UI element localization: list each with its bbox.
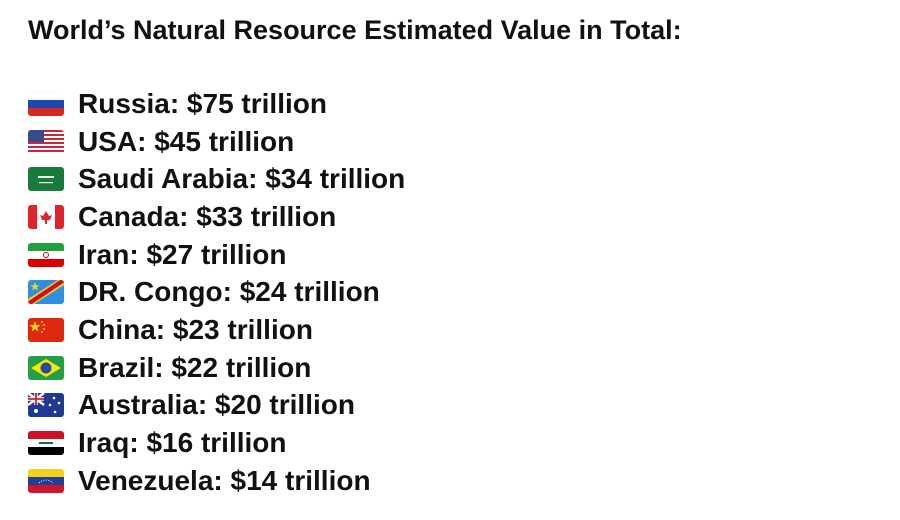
list-item: Canada: $33 trillion bbox=[28, 198, 405, 236]
flag-icon bbox=[28, 355, 64, 380]
item-text: Canada: $33 trillion bbox=[78, 200, 337, 232]
flag-icon bbox=[28, 204, 64, 229]
item-text: Australia: $20 trillion bbox=[78, 389, 355, 421]
list-item: Venezuela: $14 trillion bbox=[28, 462, 405, 500]
list-item: Australia: $20 trillion bbox=[28, 387, 405, 425]
list-item: Russia: $75 trillion bbox=[28, 85, 405, 123]
list-item: DR. Congo: $24 trillion bbox=[28, 273, 405, 311]
list-item: Iraq: $16 trillion bbox=[28, 424, 405, 462]
item-text: Russia: $75 trillion bbox=[78, 87, 327, 119]
flag-icon bbox=[28, 431, 64, 456]
list-item: Saudi Arabia: $34 trillion bbox=[28, 160, 405, 198]
list-item: Iran: $27 trillion bbox=[28, 236, 405, 274]
item-text: Brazil: $22 trillion bbox=[78, 351, 312, 383]
flag-icon bbox=[28, 91, 64, 116]
item-text: Iran: $27 trillion bbox=[78, 238, 287, 270]
title: World’s Natural Resource Estimated Value… bbox=[28, 15, 682, 45]
flag-icon bbox=[28, 167, 64, 192]
flag-icon bbox=[28, 317, 64, 342]
flag-icon bbox=[28, 242, 64, 267]
list-item: China: $23 trillion bbox=[28, 311, 405, 349]
flag-icon bbox=[28, 393, 64, 418]
list-item: USA: $45 trillion bbox=[28, 123, 405, 161]
item-text: China: $23 trillion bbox=[78, 313, 313, 345]
item-text: Venezuela: $14 trillion bbox=[78, 464, 371, 496]
item-text: Saudi Arabia: $34 trillion bbox=[78, 163, 406, 195]
resource-list: Russia: $75 trillion USA: $45 trillion S… bbox=[28, 85, 405, 500]
item-text: USA: $45 trillion bbox=[78, 125, 295, 157]
item-text: Iraq: $16 trillion bbox=[78, 427, 287, 459]
list-item: Brazil: $22 trillion bbox=[28, 349, 405, 387]
flag-icon bbox=[28, 129, 64, 154]
flag-icon bbox=[28, 280, 64, 305]
flag-icon bbox=[28, 468, 64, 493]
item-text: DR. Congo: $24 trillion bbox=[78, 276, 380, 308]
